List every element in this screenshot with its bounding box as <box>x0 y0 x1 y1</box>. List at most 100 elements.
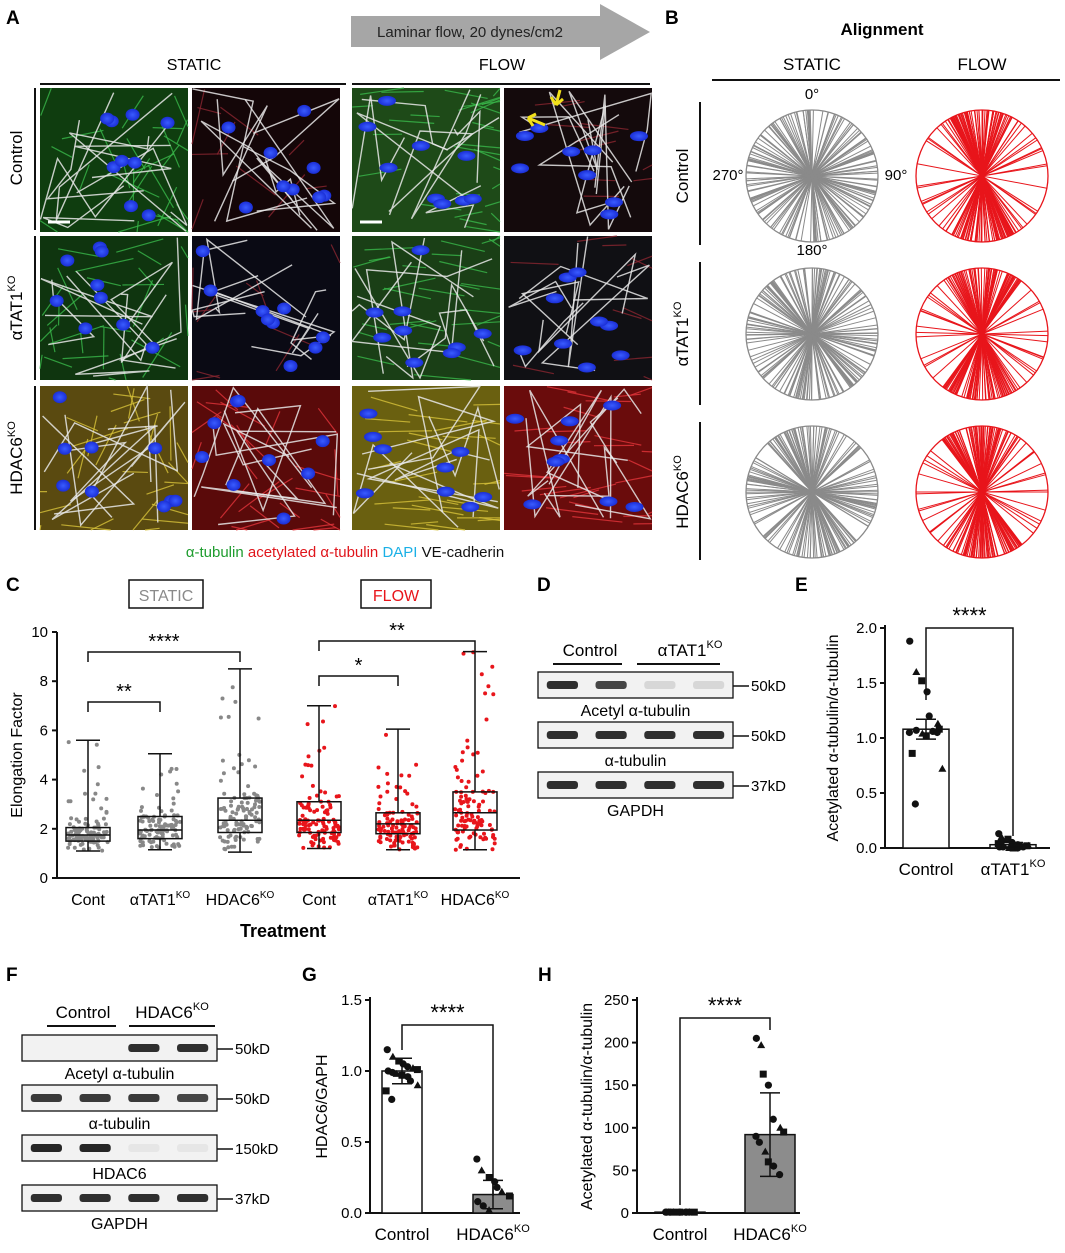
point <box>383 1046 391 1054</box>
c-point <box>104 809 109 814</box>
c-point <box>94 742 99 747</box>
c-box <box>137 815 183 840</box>
c-ytick: 0 <box>40 870 48 887</box>
c-point <box>230 810 235 815</box>
point <box>1004 835 1012 843</box>
c-point <box>225 839 230 844</box>
c-point <box>385 771 390 776</box>
rosette-static-2 <box>745 425 879 559</box>
point <box>918 677 926 685</box>
c-point <box>464 813 469 818</box>
c-point <box>403 789 408 794</box>
sig-c-0: ** <box>87 681 161 712</box>
c-point <box>323 790 328 795</box>
c-point <box>95 782 100 787</box>
c-point <box>377 820 382 825</box>
c-point <box>66 836 71 841</box>
c-point <box>89 834 94 839</box>
c-point <box>390 829 395 834</box>
point <box>485 1206 494 1214</box>
c-point <box>228 814 233 819</box>
point <box>906 637 914 645</box>
c-point <box>393 838 398 843</box>
c-point <box>223 808 228 813</box>
significance: **** <box>401 1000 494 1196</box>
ytick: 1.0 <box>341 1063 362 1080</box>
band <box>546 731 578 739</box>
c-point <box>465 745 470 750</box>
c-static-box: STATIC <box>139 588 194 605</box>
point <box>938 764 947 772</box>
angle-180: 180° <box>796 242 827 259</box>
ytick: 1.5 <box>856 675 877 692</box>
a-row-label-hdac6: HDAC6KO <box>6 421 26 495</box>
band <box>30 1094 62 1102</box>
blot-strip-3: 37kD GAPDH <box>21 1184 270 1233</box>
c-point <box>165 823 170 828</box>
point <box>912 726 920 734</box>
c-point <box>471 752 476 757</box>
c-point <box>321 719 325 724</box>
c-point <box>376 807 381 811</box>
point <box>933 719 942 727</box>
legend-item-3: VE-cadherin <box>417 544 504 561</box>
c-point <box>460 758 465 763</box>
blot-strip-1: 50kD α-tubulin <box>537 721 786 770</box>
c-ytick: 10 <box>31 624 48 641</box>
c-point <box>322 745 327 750</box>
band <box>30 1194 62 1202</box>
band <box>644 681 676 689</box>
c-point <box>139 805 144 810</box>
c-point <box>490 847 495 852</box>
c-point <box>315 793 319 798</box>
c-point <box>255 837 260 841</box>
blot-label-0: Acetyl α-tubulin <box>65 1066 175 1083</box>
c-point <box>297 833 302 838</box>
c-point <box>222 846 227 851</box>
c-point <box>310 835 315 839</box>
ytick: 150 <box>604 1077 629 1094</box>
c-point <box>461 800 466 804</box>
b-row-label-hdac6: HDAC6KO <box>672 455 692 529</box>
c-point <box>321 840 326 845</box>
c-point <box>99 806 104 811</box>
c-point <box>303 762 308 767</box>
b-flow-header: FLOW <box>957 55 1006 74</box>
blot-size-2: 37kD <box>751 778 786 795</box>
c-point <box>336 832 341 837</box>
a-row-label-atat1: αTAT1KO <box>6 275 26 340</box>
sig-label: **** <box>708 993 743 1018</box>
c-point <box>249 812 254 817</box>
c-point <box>253 764 258 769</box>
point <box>413 1066 421 1074</box>
c-point <box>157 817 162 822</box>
c-flow-box: FLOW <box>373 588 420 605</box>
c-point <box>459 818 464 823</box>
box-2 <box>217 668 263 853</box>
c-point <box>378 840 383 845</box>
c-point <box>68 799 73 804</box>
point <box>923 688 931 696</box>
significance: **** <box>679 993 771 1205</box>
c-point <box>377 801 382 806</box>
point <box>764 1081 772 1089</box>
c-point <box>231 766 236 771</box>
blot-size-1: 50kD <box>235 1091 270 1108</box>
c-point <box>484 717 489 722</box>
band <box>177 1194 209 1202</box>
c-point <box>66 740 71 745</box>
c-point <box>218 778 223 783</box>
band <box>644 731 676 739</box>
c-point <box>331 826 336 830</box>
bar-group-0 <box>902 637 950 849</box>
c-point <box>222 791 227 796</box>
point <box>395 1057 403 1065</box>
c-ytick: 2 <box>40 821 48 838</box>
b-title: Alignment <box>840 20 923 39</box>
xtick-0: Control <box>653 1225 708 1244</box>
yellow-arrows <box>526 89 564 127</box>
c-point <box>320 804 325 809</box>
rosette-flow-0 <box>915 109 1049 243</box>
c-point <box>477 821 482 826</box>
